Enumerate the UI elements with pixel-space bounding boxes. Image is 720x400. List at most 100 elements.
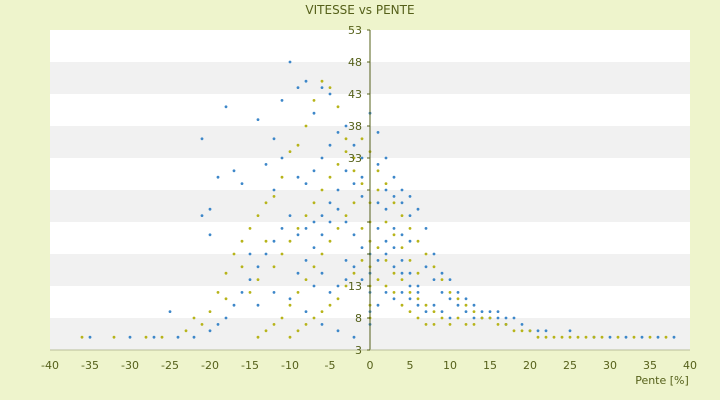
data-point bbox=[192, 316, 196, 320]
data-point bbox=[400, 233, 404, 237]
data-point bbox=[200, 214, 204, 218]
data-point bbox=[408, 291, 412, 294]
data-point bbox=[424, 310, 428, 313]
data-point bbox=[152, 335, 156, 339]
data-point bbox=[472, 303, 476, 307]
data-point bbox=[248, 252, 252, 256]
data-point bbox=[320, 214, 324, 218]
data-point bbox=[344, 278, 348, 281]
data-point bbox=[256, 278, 260, 281]
data-point bbox=[224, 105, 228, 109]
data-point bbox=[648, 335, 652, 339]
data-point bbox=[360, 278, 364, 281]
data-point bbox=[344, 150, 348, 154]
data-point bbox=[392, 201, 396, 205]
data-point bbox=[392, 195, 396, 198]
data-point bbox=[112, 335, 116, 339]
x-tick-label: -25 bbox=[161, 359, 179, 372]
data-point bbox=[440, 278, 444, 281]
data-point bbox=[208, 310, 212, 313]
data-point bbox=[376, 131, 380, 134]
x-tick-label: 30 bbox=[603, 359, 617, 372]
data-point bbox=[432, 310, 436, 313]
data-point bbox=[376, 227, 380, 230]
data-point bbox=[352, 156, 356, 160]
data-point bbox=[304, 323, 308, 326]
data-point bbox=[328, 175, 332, 179]
data-point bbox=[80, 335, 84, 339]
data-point bbox=[320, 86, 324, 89]
data-point bbox=[320, 252, 324, 256]
data-point bbox=[416, 303, 420, 307]
data-point bbox=[336, 163, 340, 166]
data-point bbox=[384, 156, 388, 160]
data-point bbox=[256, 265, 260, 269]
data-point bbox=[264, 252, 268, 256]
data-point bbox=[392, 271, 396, 275]
data-point bbox=[320, 271, 324, 275]
data-point bbox=[208, 329, 212, 333]
data-point bbox=[184, 329, 188, 333]
x-tick-label: -40 bbox=[41, 359, 59, 372]
data-point bbox=[264, 201, 268, 205]
y-tick-label: 8 bbox=[355, 312, 362, 325]
data-point bbox=[384, 252, 388, 256]
data-point bbox=[256, 335, 260, 339]
data-point bbox=[424, 252, 428, 256]
data-point bbox=[296, 86, 300, 89]
data-point bbox=[496, 316, 500, 320]
data-point bbox=[656, 335, 660, 339]
data-point bbox=[320, 310, 324, 313]
data-point bbox=[384, 207, 388, 211]
points-layer bbox=[80, 60, 676, 339]
data-point bbox=[296, 227, 300, 230]
data-point bbox=[504, 316, 508, 320]
y-tick-label: 53 bbox=[348, 24, 362, 37]
data-point bbox=[352, 233, 356, 237]
data-point bbox=[416, 291, 420, 294]
data-point bbox=[448, 323, 452, 326]
data-point bbox=[328, 143, 332, 147]
data-point bbox=[312, 99, 316, 102]
data-point bbox=[408, 271, 412, 275]
data-point bbox=[240, 265, 244, 269]
data-point bbox=[400, 214, 404, 218]
data-point bbox=[440, 316, 444, 320]
data-point bbox=[352, 169, 356, 173]
data-point bbox=[432, 323, 436, 326]
axes-layer bbox=[50, 29, 690, 351]
data-point bbox=[336, 284, 340, 288]
data-point bbox=[168, 310, 172, 313]
x-tick-label: -15 bbox=[241, 359, 259, 372]
data-point bbox=[272, 323, 276, 326]
data-point bbox=[376, 163, 380, 166]
data-point bbox=[592, 335, 596, 339]
data-point bbox=[312, 316, 316, 320]
series-1 bbox=[80, 79, 668, 339]
data-point bbox=[424, 323, 428, 326]
data-point bbox=[552, 335, 556, 339]
data-point bbox=[304, 79, 308, 83]
data-point bbox=[664, 335, 668, 339]
data-point bbox=[408, 214, 412, 218]
data-point bbox=[408, 297, 412, 301]
data-point bbox=[408, 310, 412, 313]
data-point bbox=[480, 316, 484, 320]
data-point bbox=[328, 239, 332, 243]
data-point bbox=[352, 201, 356, 205]
data-point bbox=[256, 303, 260, 307]
data-point bbox=[344, 137, 348, 141]
data-point bbox=[280, 156, 284, 160]
data-point bbox=[456, 316, 460, 320]
data-point bbox=[408, 195, 412, 198]
data-point bbox=[288, 150, 292, 154]
data-point bbox=[128, 335, 132, 339]
data-point bbox=[360, 227, 364, 230]
data-point bbox=[312, 284, 316, 288]
data-point bbox=[200, 323, 204, 326]
data-point bbox=[512, 329, 516, 333]
data-point bbox=[200, 137, 204, 141]
y-tick-label: 48 bbox=[348, 56, 362, 69]
data-point bbox=[344, 259, 348, 262]
